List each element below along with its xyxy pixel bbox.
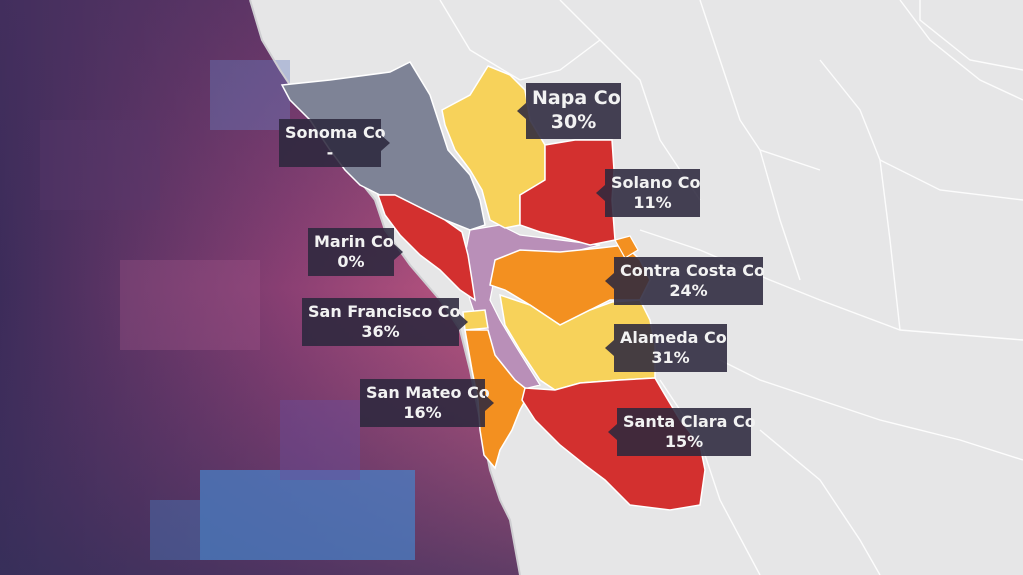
county-value: 15% bbox=[664, 432, 704, 451]
county-value: 24% bbox=[669, 281, 708, 300]
ocean-patch bbox=[280, 400, 360, 480]
ocean-patch bbox=[210, 60, 290, 130]
ocean-shade bbox=[0, 0, 520, 575]
county-name: Contra Costa Co bbox=[620, 261, 766, 280]
county-label-contra-costa: Contra Costa Co 24% bbox=[605, 257, 766, 305]
county-name: Alameda Co bbox=[620, 328, 727, 347]
county-name: San Mateo Co bbox=[366, 383, 490, 402]
county-label-solano: Solano Co 11% bbox=[596, 169, 701, 217]
county-label-alameda: Alameda Co 31% bbox=[605, 324, 727, 372]
county-value: 0% bbox=[337, 252, 365, 271]
county-marin bbox=[376, 194, 476, 302]
county-label-sonoma: Sonoma Co - bbox=[279, 119, 390, 167]
county-value: - bbox=[326, 143, 334, 162]
ocean-patch bbox=[120, 260, 260, 350]
county-name: Sonoma Co bbox=[285, 123, 386, 142]
ocean-patch bbox=[40, 120, 160, 210]
county-label-san-francisco: San Francisco Co 36% bbox=[302, 298, 468, 346]
county-contra-costa-east bbox=[614, 235, 639, 259]
neighbor-county-lines bbox=[439, 0, 1023, 575]
county-value: 16% bbox=[403, 403, 442, 422]
county-name: San Francisco Co bbox=[308, 302, 461, 321]
county-label-napa: Napa Co 30% bbox=[517, 83, 621, 139]
county-name: Solano Co bbox=[611, 173, 701, 192]
county-name: Santa Clara Co bbox=[623, 412, 756, 431]
county-label-marin: Marin Co 0% bbox=[308, 228, 403, 276]
county-value: 11% bbox=[633, 193, 672, 212]
ocean-patch bbox=[150, 500, 210, 560]
ocean-patch bbox=[200, 470, 415, 560]
county-label-san-mateo: San Mateo Co 16% bbox=[360, 379, 494, 427]
county-name: Napa Co bbox=[532, 87, 621, 109]
county-value: 36% bbox=[361, 322, 400, 341]
county-label-santa-clara: Santa Clara Co 15% bbox=[608, 408, 756, 456]
county-solano bbox=[519, 139, 616, 246]
county-name: Marin Co bbox=[314, 232, 394, 251]
county-value: 31% bbox=[651, 348, 690, 367]
county-value: 30% bbox=[550, 110, 597, 133]
